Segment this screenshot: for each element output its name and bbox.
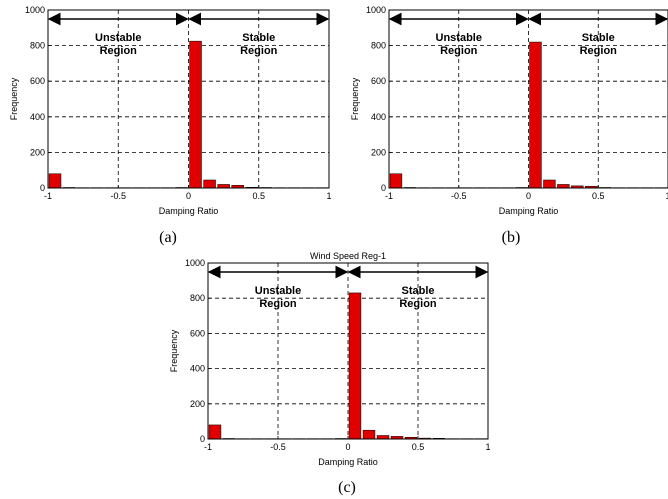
unstable-region-label: Region bbox=[259, 298, 297, 310]
y-tick-label: 0 bbox=[40, 183, 45, 193]
stable-region-label: Stable bbox=[401, 285, 434, 297]
y-axis-label: Frequency bbox=[350, 77, 360, 120]
x-tick-label: -1 bbox=[385, 191, 393, 201]
y-tick-label: 200 bbox=[190, 399, 205, 409]
x-tick-label: 0 bbox=[186, 191, 191, 201]
y-axis-label: Frequency bbox=[9, 77, 19, 120]
y-tick-label: 400 bbox=[371, 112, 386, 122]
bar bbox=[208, 424, 222, 440]
x-tick-label: -0.5 bbox=[451, 191, 467, 201]
unstable-region-label: Unstable bbox=[95, 32, 141, 44]
x-tick-label: 1 bbox=[485, 442, 490, 452]
y-axis-label: Frequency bbox=[169, 329, 179, 372]
x-tick-label: 0.5 bbox=[252, 191, 265, 201]
y-tick-label: 1000 bbox=[25, 5, 45, 15]
x-tick-label: -1 bbox=[204, 442, 212, 452]
x-tick-label: -1 bbox=[44, 191, 52, 201]
bar bbox=[348, 292, 362, 440]
y-tick-label: 800 bbox=[190, 293, 205, 303]
y-tick-label: 800 bbox=[30, 41, 45, 51]
y-tick-label: 1000 bbox=[366, 5, 386, 15]
stable-region-label: Stable bbox=[582, 32, 615, 44]
x-tick-label: 0.5 bbox=[592, 191, 605, 201]
unstable-region-label: Unstable bbox=[436, 32, 482, 44]
y-tick-label: 600 bbox=[30, 76, 45, 86]
unstable-region-label: Unstable bbox=[255, 285, 301, 297]
y-tick-label: 800 bbox=[371, 41, 386, 51]
panel-caption: (c) bbox=[338, 479, 356, 496]
x-tick-label: -0.5 bbox=[110, 191, 126, 201]
bar bbox=[389, 173, 403, 189]
x-tick-label: 0 bbox=[526, 191, 531, 201]
y-tick-label: 0 bbox=[381, 183, 386, 193]
bar bbox=[217, 184, 230, 189]
panel-caption: (a) bbox=[159, 229, 177, 246]
bar bbox=[189, 40, 202, 189]
y-tick-label: 600 bbox=[371, 76, 386, 86]
panel-caption: (b) bbox=[502, 229, 521, 246]
x-axis-label: Damping Ratio bbox=[499, 206, 559, 216]
y-tick-label: 200 bbox=[371, 147, 386, 157]
bar bbox=[529, 41, 542, 189]
chart-title: Wind Speed Reg-1 bbox=[310, 251, 386, 261]
panel-a: -1 -0.5 0 0.5 1 0 200 400 600 800 1000 Damping Rati… bbox=[9, 5, 332, 246]
stable-region-label: Region bbox=[240, 45, 278, 57]
unstable-region-label: Region bbox=[100, 45, 138, 57]
bar bbox=[48, 173, 62, 189]
plot-area bbox=[389, 10, 668, 188]
unstable-region-label: Region bbox=[440, 45, 478, 57]
x-tick-label: 1 bbox=[665, 191, 668, 201]
plot-area bbox=[48, 10, 329, 188]
y-tick-label: 400 bbox=[190, 364, 205, 374]
bar bbox=[362, 429, 376, 440]
x-axis-label: Damping Ratio bbox=[318, 457, 378, 467]
panel-c: -1 -0.5 0 0.5 1 0 200 400 600 800 1000 Damping Rati… bbox=[169, 251, 491, 496]
y-tick-label: 0 bbox=[200, 434, 205, 444]
bar bbox=[557, 184, 570, 189]
x-axis-label: Damping Ratio bbox=[159, 206, 219, 216]
bar bbox=[376, 435, 390, 440]
y-tick-label: 400 bbox=[30, 112, 45, 122]
y-tick-label: 200 bbox=[30, 147, 45, 157]
x-tick-label: 0 bbox=[345, 442, 350, 452]
stable-region-label: Region bbox=[580, 45, 618, 57]
bar bbox=[203, 179, 216, 189]
y-tick-label: 600 bbox=[190, 328, 205, 338]
y-tick-label: 1000 bbox=[185, 258, 205, 268]
panel-b: -1 -0.5 0 0.5 1 0 200 400 600 800 1000 Damping Rati… bbox=[350, 5, 668, 246]
stable-region-label: Region bbox=[399, 298, 437, 310]
x-tick-label: 0.5 bbox=[412, 442, 425, 452]
bar bbox=[543, 179, 556, 189]
x-tick-label: 1 bbox=[326, 191, 331, 201]
x-tick-label: -0.5 bbox=[270, 442, 286, 452]
stable-region-label: Stable bbox=[242, 32, 275, 44]
